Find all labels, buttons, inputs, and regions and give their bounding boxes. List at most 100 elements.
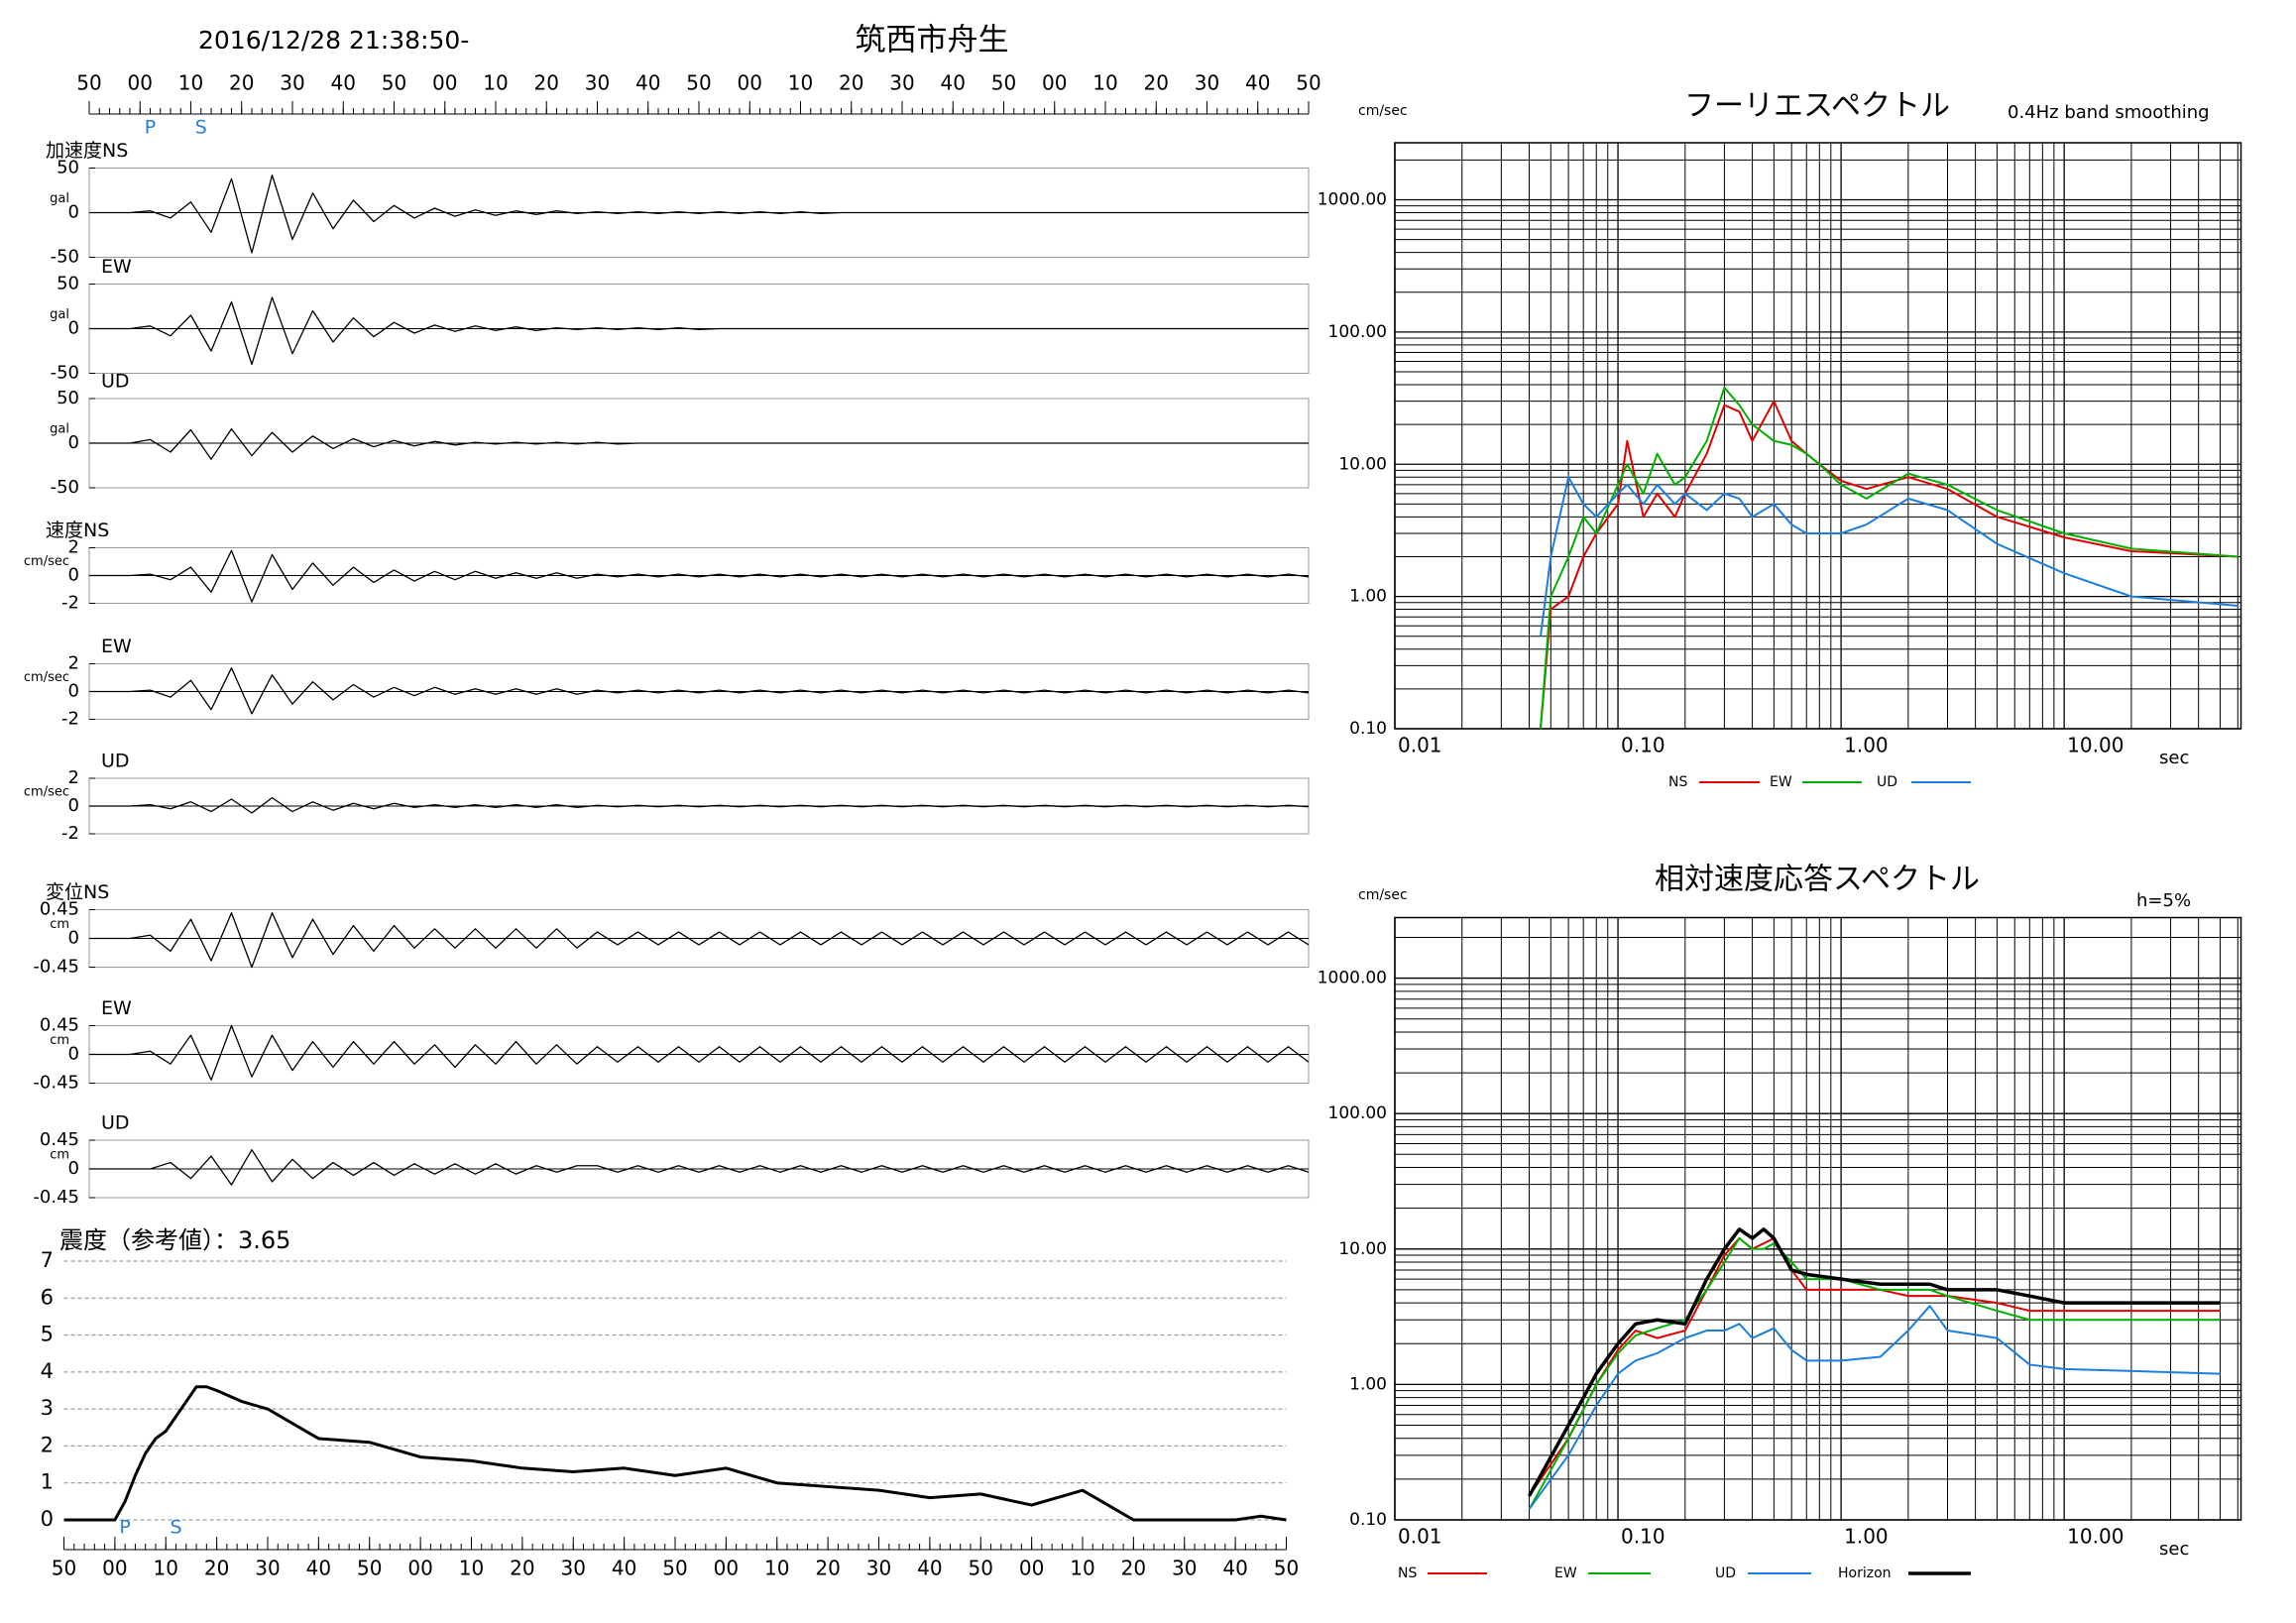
chart-subtitle: h=5% — [2136, 890, 2191, 911]
y-tick-label: -2 — [61, 593, 79, 614]
y-tick-label: 1000.00 — [1318, 190, 1387, 210]
phase-marker: P — [119, 1517, 130, 1539]
y-tick-label: 0.10 — [1349, 719, 1387, 739]
time-tick-label: 50 — [76, 71, 101, 95]
panel-label: EW — [101, 997, 132, 1019]
x-axis-label: sec — [2159, 1539, 2189, 1560]
x-tick-label: 1.00 — [1844, 734, 1889, 757]
y-tick-label: 0 — [68, 681, 79, 702]
y-tick-label: 0 — [68, 318, 79, 339]
y-tick-label: 10.00 — [1338, 454, 1387, 474]
time-tick-label: 40 — [331, 71, 356, 95]
waveform-trace — [89, 427, 1309, 460]
y-tick-label: 1.00 — [1349, 1374, 1387, 1394]
panel-label: 速度NS — [46, 520, 109, 541]
y-tick-label: 50 — [57, 158, 79, 178]
x-tick-label: 0.01 — [1398, 734, 1442, 757]
x-tick-label: 1.00 — [1844, 1525, 1889, 1549]
time-tick-label: 50 — [382, 71, 406, 95]
time-tick-label: 30 — [1195, 71, 1219, 95]
time-tick-label: 20 — [229, 71, 254, 95]
y-tick-label: 0.10 — [1349, 1510, 1387, 1530]
time-tick-label: 50 — [52, 1557, 76, 1580]
time-tick-label: 20 — [204, 1557, 229, 1580]
spectrum-line — [1540, 476, 2239, 637]
legend-label: EW — [1554, 1565, 1577, 1581]
time-tick-label: 30 — [280, 71, 304, 95]
time-tick-label: 00 — [1042, 71, 1067, 95]
legend-label: EW — [1770, 774, 1792, 790]
panel-label: 変位NS — [46, 881, 109, 903]
time-tick-label: 20 — [1144, 71, 1169, 95]
unit-label: cm/sec — [24, 554, 69, 569]
time-tick-label: 00 — [432, 71, 457, 95]
spectrum-line — [1528, 1305, 2221, 1510]
time-tick-label: 10 — [459, 1557, 484, 1580]
time-tick-label: 30 — [866, 1557, 891, 1580]
y-tick-label: -50 — [51, 363, 79, 384]
x-axis-label: sec — [2159, 748, 2189, 768]
time-tick-label: 40 — [306, 1557, 331, 1580]
legend-label: UD — [1715, 1565, 1736, 1581]
time-tick-label: 10 — [1070, 1557, 1094, 1580]
waveform-trace — [89, 912, 1310, 969]
y-tick-label: 0.45 — [40, 1015, 79, 1036]
legend-label: NS — [1668, 774, 1687, 790]
phase-marker: P — [145, 117, 156, 139]
legend-label: UD — [1877, 774, 1897, 790]
time-tick-label: 50 — [969, 1557, 993, 1580]
phase-marker: S — [170, 1517, 181, 1539]
time-tick-label: 50 — [686, 71, 711, 95]
y-tick-label: 10.00 — [1338, 1239, 1387, 1259]
x-tick-label: 10.00 — [2067, 734, 2124, 757]
y-tick-label: 0 — [68, 432, 79, 453]
time-tick-label: 20 — [815, 1557, 840, 1580]
y-tick-label: 5 — [41, 1323, 54, 1346]
time-tick-label: 20 — [534, 71, 559, 95]
unit-label: gal — [50, 307, 69, 322]
y-tick-label: 1 — [41, 1470, 54, 1494]
waveform-trace — [89, 549, 1310, 603]
time-tick-label: 30 — [255, 1557, 280, 1580]
waveform-trace — [89, 296, 1309, 366]
y-tick-label: 100.00 — [1328, 322, 1387, 342]
y-tick-label: 2 — [68, 653, 79, 674]
x-tick-label: 10.00 — [2067, 1525, 2124, 1549]
time-tick-label: 30 — [585, 71, 610, 95]
waveform-trace — [89, 1024, 1310, 1081]
time-tick-label: 10 — [1092, 71, 1117, 95]
y-tick-label: 7 — [41, 1248, 54, 1272]
y-tick-label: -2 — [61, 709, 79, 730]
y-tick-label: 0 — [68, 202, 79, 223]
x-tick-label: 0.10 — [1621, 1525, 1665, 1549]
unit-label: cm/sec — [24, 785, 69, 800]
y-tick-label: 0.45 — [40, 1129, 79, 1150]
waveform-trace — [89, 796, 1310, 814]
time-tick-label: 30 — [561, 1557, 586, 1580]
panel-label: EW — [101, 256, 132, 278]
time-tick-label: 50 — [1274, 1557, 1299, 1580]
y-tick-label: 2 — [41, 1433, 54, 1456]
time-tick-label: 00 — [102, 1557, 127, 1580]
y-tick-label: 3 — [41, 1396, 54, 1420]
time-tick-label: 40 — [941, 71, 966, 95]
spectrum-line — [1528, 1236, 2221, 1497]
y-tick-label: 2 — [68, 767, 79, 788]
time-tick-label: 50 — [1296, 71, 1320, 95]
time-tick-label: 00 — [714, 1557, 739, 1580]
time-tick-label: 30 — [1172, 1557, 1197, 1580]
y-unit: cm/sec — [1358, 887, 1408, 903]
unit-label: gal — [50, 191, 69, 206]
time-tick-label: 40 — [1245, 71, 1270, 95]
time-tick-label: 20 — [510, 1557, 534, 1580]
panel-label: EW — [101, 636, 132, 657]
record-datetime: 2016/12/28 21:38:50- — [198, 26, 469, 55]
time-tick-label: 20 — [839, 71, 863, 95]
time-tick-label: 30 — [889, 71, 914, 95]
y-tick-label: 0 — [68, 565, 79, 586]
x-tick-label: 0.10 — [1621, 734, 1665, 757]
time-tick-label: 50 — [662, 1557, 687, 1580]
waveform-trace — [89, 1149, 1310, 1186]
